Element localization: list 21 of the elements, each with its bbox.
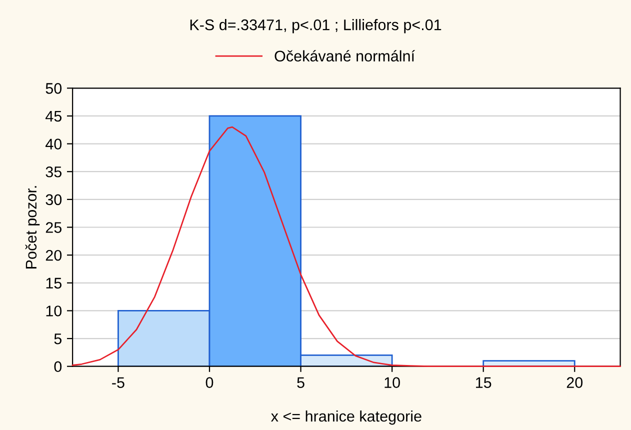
y-tick-label: 50 [46,83,62,94]
x-tick-label: 5 [297,377,304,388]
y-tick-label: 0 [54,361,62,372]
y-tick-label: 25 [46,222,62,233]
y-axis-title: Počet pozor. [25,186,40,268]
y-tick-label: 35 [46,166,62,178]
y-tick-label: 45 [46,110,62,122]
y-tick-label: 5 [54,334,62,344]
y-tick-label: 20 [46,250,62,261]
y-tick-label: 15 [46,278,62,289]
y-tick-label: 30 [46,194,62,206]
y-tick-label: 10 [46,306,62,316]
x-tick-label: -5 [112,377,124,388]
y-tick-label: 40 [46,138,62,150]
x-tick-label: 20 [566,377,583,388]
chart-title: K-S d=.33471, p<.01 ; Lilliefors p<.01 [190,19,442,34]
x-tick-label: 10 [384,377,400,388]
x-tick-label: 15 [476,377,492,388]
x-tick-label: 0 [206,377,214,388]
x-axis-title: x <= hranice kategorie [271,410,422,425]
legend-label: Očekávané normální [274,50,415,62]
